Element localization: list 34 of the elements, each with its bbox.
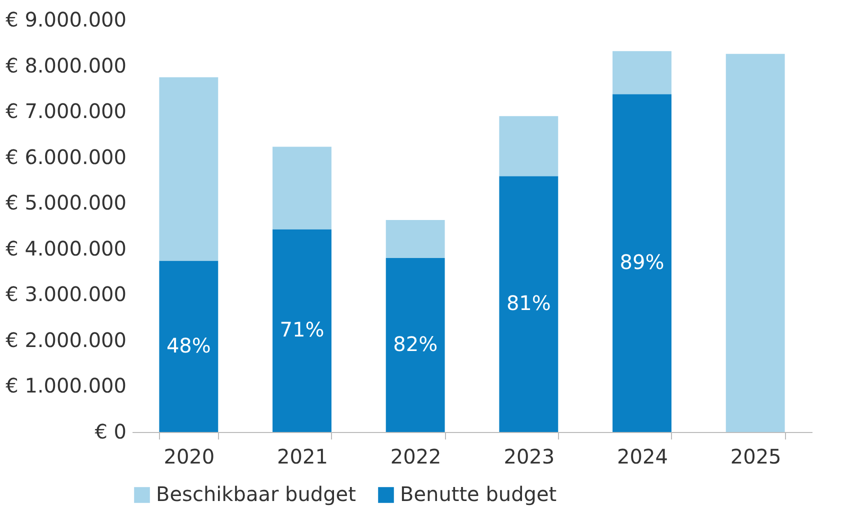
bar: [499, 116, 558, 176]
legend-label: Beschikbaar budget: [156, 482, 356, 506]
x-tick-label: 2021: [277, 444, 328, 468]
bar: [386, 220, 445, 258]
bar: [159, 77, 218, 261]
annotation: 81%: [506, 291, 551, 316]
annotation: 71%: [280, 318, 324, 342]
y-tick-label: € 9.000.000: [6, 8, 126, 32]
x-tick-label: 2024: [617, 444, 668, 468]
y-tick-label: € 4.000.000: [6, 236, 126, 260]
x-tick-label: 2025: [730, 444, 782, 468]
bar: [386, 258, 445, 432]
y-tick-label: € 7.000.000: [6, 99, 126, 124]
y-tick-label: € 6.000.000: [6, 144, 126, 169]
x-tick-label: 2023: [504, 444, 555, 468]
bar: [726, 54, 785, 432]
y-tick-label: € 2.000.000: [6, 328, 126, 352]
y-tick-label: € 1.000.000: [6, 374, 126, 398]
x-tick-label: 2022: [390, 444, 442, 468]
y-tick-label: € 5.000.000: [6, 190, 126, 215]
y-tick-label: € 3.000.000: [6, 282, 126, 306]
bar: [272, 146, 332, 230]
annotation: 89%: [620, 250, 664, 274]
annotation: 82%: [393, 332, 438, 356]
bar: [612, 94, 672, 432]
annotation: 48%: [166, 333, 211, 358]
bar: [159, 260, 218, 432]
bar: [499, 176, 558, 432]
y-tick-label: € 8.000.000: [6, 53, 126, 78]
bar: [612, 51, 672, 94]
bar: [272, 229, 332, 432]
legend-label: Benutte budget: [400, 482, 557, 506]
x-tick-label: 2020: [164, 444, 215, 468]
y-tick-label: € 0: [94, 420, 126, 444]
